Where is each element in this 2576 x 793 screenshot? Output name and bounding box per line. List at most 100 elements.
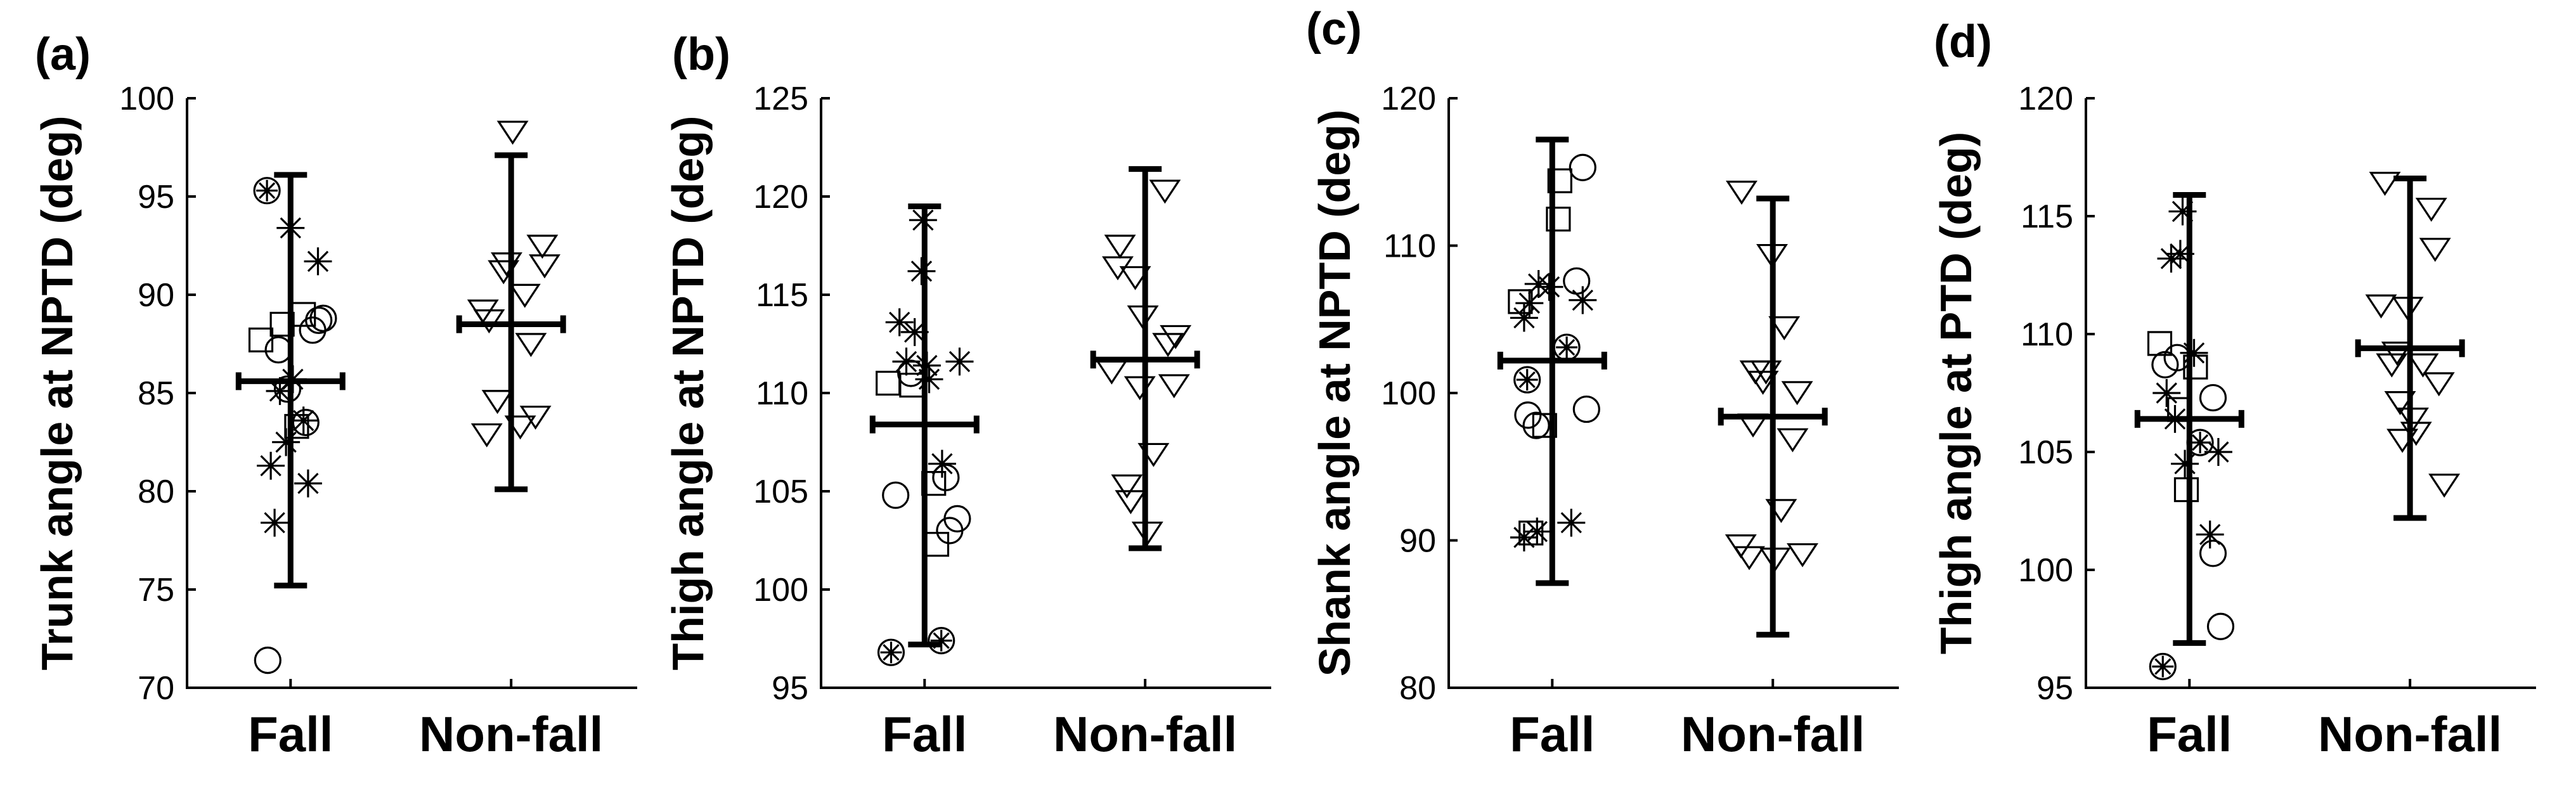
- panel-4-category-label-2: Non-fall: [2318, 706, 2502, 762]
- panel-1-point-3-star-marker: [257, 451, 285, 480]
- panel-1-point-11-square-marker: [248, 327, 274, 352]
- panel-2-point-20-star-marker: [945, 347, 974, 376]
- panel-2-point-1-asterisk: [880, 641, 902, 664]
- panel-2-summary-bar-1: [869, 203, 980, 648]
- panel-1-point-1-ring: [253, 177, 281, 205]
- panel-4-y-axis-title: Thigh angle at PTD (deg): [1931, 132, 1981, 654]
- panel-1-ytick-label-1: 70: [138, 670, 174, 707]
- panel-4-point-20-star-marker: [2204, 438, 2232, 466]
- panel-3-point-33-triangle-down-marker: [1787, 543, 1818, 567]
- panel-3-point-7-asterisk: [1556, 336, 1578, 358]
- panel-2-point-25-triangle-down-marker: [1115, 490, 1147, 515]
- panel-3-point-20-star-marker: [1557, 508, 1586, 537]
- panel-3-point-17-star-marker: [1569, 286, 1597, 314]
- panel-2-category-label-2: Non-fall: [1053, 706, 1237, 762]
- panel-4-point-28-triangle-down-marker: [2397, 408, 2429, 432]
- panel-1-point-19-circle-marker: [309, 304, 337, 332]
- panel-1-point-12-square-marker: [269, 311, 295, 337]
- panel-4-point-17-star-marker: [2171, 449, 2199, 478]
- panel-2-ytick-label-7: 125: [753, 81, 808, 117]
- panel-3-point-4-square-marker: [1546, 207, 1571, 232]
- panel-2-point-18-star-marker: [915, 365, 943, 394]
- panel-4-category-label-1: Fall: [2147, 706, 2232, 762]
- panel-3-point-22-triangle-down-marker: [1725, 534, 1757, 558]
- panel-1-point-24-triangle-down-marker: [470, 423, 503, 448]
- panel-4-point-1-asterisk: [2152, 655, 2174, 678]
- panel-4: 95 100 105 110 115 120 Fall Non-fall Thigh angle…: [1931, 16, 2536, 762]
- panel-2-point-24-triangle-down-marker: [1111, 474, 1143, 499]
- panel-4-point-12-star-marker: [2152, 379, 2181, 407]
- panel-2-y-axis-title: Thigh angle at NPTD (deg): [663, 116, 713, 671]
- panel-2-point-12-star-marker: [885, 308, 914, 337]
- panel-1-point-30-triangle-down-marker: [508, 283, 541, 308]
- panel-4-ytick-label-6: 120: [2018, 81, 2073, 117]
- panel-3-ytick-label-4: 110: [1383, 228, 1436, 265]
- panel-2-ytick-label-3: 105: [753, 474, 808, 510]
- panel-1-point-34-triangle-down-marker: [529, 254, 560, 279]
- panel-4-ytick-label-2: 100: [2018, 552, 2073, 589]
- panel-2-point-23-triangle-down-marker: [1104, 235, 1136, 259]
- panel-2-point-21-triangle-down-marker: [1096, 360, 1128, 385]
- panel-3-category-label-2: Non-fall: [1681, 706, 1865, 762]
- panel-4-point-2-asterisk: [2189, 432, 2211, 454]
- panel-2-ytick-label-1: 95: [772, 670, 808, 707]
- panel-3-point-10-circle-marker: [1563, 267, 1591, 295]
- panel-3-point-31-triangle-down-marker: [1777, 428, 1809, 453]
- panel-3-point-30-triangle-down-marker: [1768, 316, 1801, 340]
- panel-4-point-25-triangle-down-marker: [2384, 391, 2416, 415]
- panel-4-label: (d): [1934, 16, 1992, 67]
- panel-4-point-24-triangle-down-marker: [2381, 341, 2413, 366]
- panel-3-point-23-triangle-down-marker: [1733, 546, 1765, 571]
- panel-4-point-18-star-marker: [2180, 338, 2208, 367]
- panel-4-point-31-triangle-down-marker: [2415, 197, 2447, 222]
- panel-1-ytick-label-7: 100: [119, 81, 174, 117]
- panel-1-point-31-triangle-down-marker: [515, 333, 547, 358]
- panel-3-point-32-triangle-down-marker: [1781, 381, 1813, 406]
- panel-4-point-15-star-marker: [2166, 240, 2194, 268]
- panel-2-point-7-circle-marker: [943, 505, 971, 533]
- panel-1: 70 75 80 85 90 95 100 Fall Non-fall Trunk angle a…: [32, 29, 637, 762]
- panel-4-ytick-label-4: 110: [2021, 316, 2073, 353]
- panel-4-summary-bar-1: [2134, 192, 2244, 646]
- panel-4-point-30-triangle-down-marker: [2407, 353, 2439, 378]
- panel-4-point-9-circle-marker: [2199, 384, 2227, 412]
- panel-3-point-6-asterisk: [1516, 369, 1538, 391]
- panel-2-point-14-star-marker: [900, 318, 929, 346]
- panel-1-category-label-2: Non-fall: [419, 706, 603, 762]
- panel-4-point-1-circle-star-marker: [2149, 652, 2177, 681]
- panel-1-ytick-label-3: 80: [138, 474, 174, 510]
- panel-3-point-3-square-marker: [1532, 413, 1557, 438]
- panel-3-ytick-label-5: 120: [1381, 81, 1436, 117]
- panel-4-point-21-triangle-down-marker: [2365, 294, 2397, 319]
- panel-4-point-19-star-marker: [2196, 520, 2224, 549]
- panel-1-point-25-triangle-down-marker: [481, 390, 514, 415]
- panel-1-ytick-label-4: 85: [138, 375, 174, 412]
- panel-3-point-16-star-marker: [1535, 273, 1563, 301]
- panel-2: 95 100 105 110 115 120 125 Fall Non-fall Thigh an…: [663, 29, 1271, 762]
- panel-1-point-21-circle-marker: [254, 646, 282, 674]
- panel-1-point-15-circle-marker: [264, 336, 292, 364]
- panel-4-point-13-star-marker: [2157, 244, 2185, 273]
- panel-1-point-4-star-marker: [261, 508, 289, 537]
- panel-2-ytick-label-4: 110: [756, 375, 808, 412]
- panel-1-point-1-asterisk: [256, 179, 278, 202]
- panel-1-point-2-star-marker: [266, 377, 294, 405]
- panel-2-ytick-label-2: 100: [753, 572, 808, 609]
- panel-3-point-8-circle-marker: [1514, 401, 1542, 429]
- panel-2-point-2-asterisk: [930, 629, 952, 652]
- panel-2-point-10-square-marker: [924, 532, 950, 557]
- panel-3-point-12-circle-marker: [1572, 395, 1600, 423]
- panel-1-point-10-star-marker: [289, 406, 318, 435]
- panel-3-point-21-triangle-down-marker: [1726, 181, 1757, 205]
- panel-2-point-13-star-marker: [892, 347, 921, 376]
- panel-4-point-16-star-marker: [2168, 197, 2197, 226]
- panel-1-ytick-label-2: 75: [138, 572, 174, 609]
- panel-3-ytick-label-2: 90: [1399, 523, 1436, 560]
- panel-1-point-5-star-marker: [272, 428, 301, 456]
- panel-4-ytick-label-5: 115: [2021, 198, 2073, 235]
- panel-1-ytick-label-6: 95: [138, 179, 174, 216]
- panel-2-category-label-1: Fall: [882, 706, 967, 762]
- panel-1-point-9-star-marker: [294, 469, 322, 498]
- panel-2-ytick-label-6: 120: [753, 179, 808, 216]
- panel-2-axes: [820, 98, 1271, 689]
